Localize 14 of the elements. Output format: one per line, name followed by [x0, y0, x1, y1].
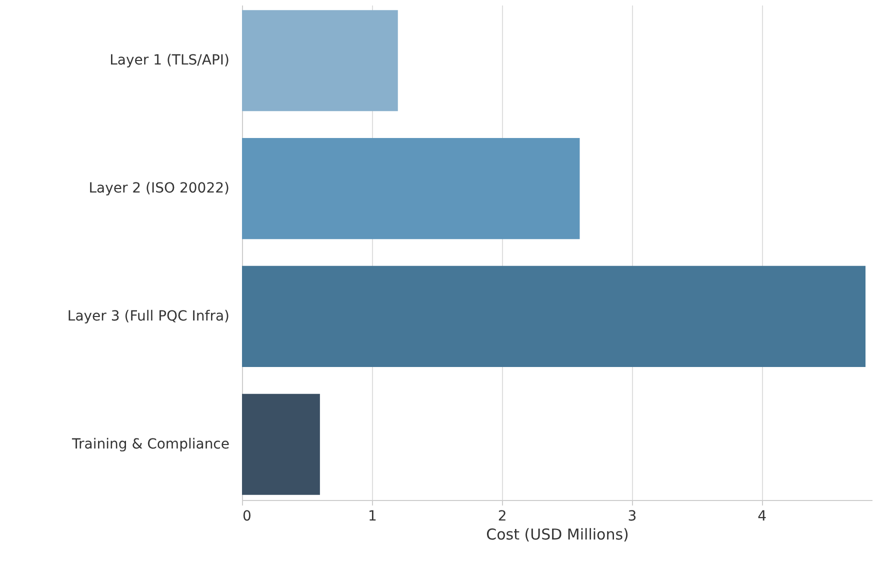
x-tick-label: 3	[628, 508, 637, 524]
bar	[242, 394, 320, 495]
y-tick-label: Layer 2 (ISO 20022)	[88, 180, 230, 197]
x-tick-label: 1	[368, 508, 377, 524]
bar	[242, 138, 580, 240]
x-tick-label: 4	[758, 508, 767, 524]
y-tick-label: Training & Compliance	[71, 436, 230, 452]
y-tick-label: Layer 1 (TLS/API)	[110, 52, 230, 69]
bar	[242, 10, 398, 112]
x-axis-title: Cost (USD Millions)	[486, 526, 629, 544]
y-tick-label: Layer 3 (Full PQC Infra)	[67, 308, 230, 324]
x-tick-label: 2	[498, 508, 507, 524]
x-tick-label: 0	[242, 508, 252, 524]
bar	[242, 266, 866, 367]
